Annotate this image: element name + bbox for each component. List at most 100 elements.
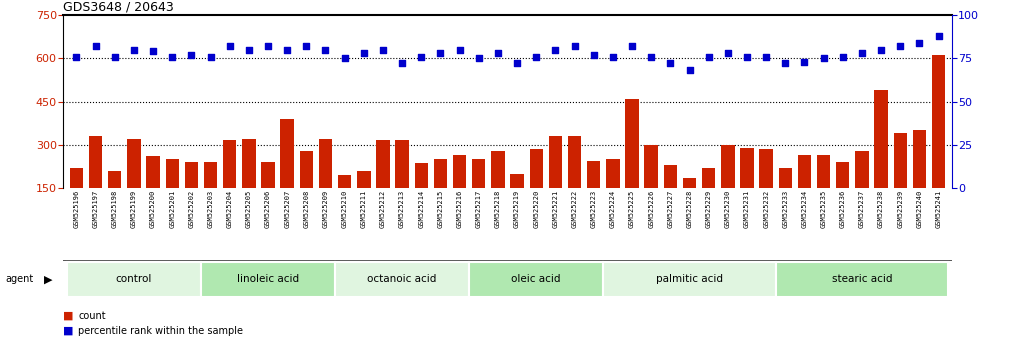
Bar: [567, 136, 582, 231]
Text: GSM525237: GSM525237: [859, 190, 864, 228]
Bar: [242, 139, 255, 231]
Bar: [70, 168, 83, 231]
Point: [892, 43, 908, 49]
Point: [605, 54, 621, 59]
Text: GSM525229: GSM525229: [706, 190, 712, 228]
Bar: [912, 130, 926, 231]
Point: [835, 54, 851, 59]
Bar: [894, 133, 907, 231]
Bar: [146, 156, 160, 231]
Text: GSM525196: GSM525196: [73, 190, 79, 228]
Text: octanoic acid: octanoic acid: [367, 274, 437, 285]
Bar: [376, 141, 390, 231]
Point: [356, 50, 372, 56]
Bar: [88, 136, 103, 231]
Point: [701, 54, 717, 59]
Point: [508, 61, 525, 66]
Text: GSM525231: GSM525231: [744, 190, 750, 228]
Text: GSM525217: GSM525217: [476, 190, 482, 228]
Point: [260, 43, 277, 49]
Bar: [223, 141, 236, 231]
Text: GSM525198: GSM525198: [112, 190, 118, 228]
Point: [68, 54, 84, 59]
Point: [816, 56, 832, 61]
Point: [566, 43, 583, 49]
Text: GSM525224: GSM525224: [610, 190, 616, 228]
Bar: [836, 162, 849, 231]
Point: [873, 47, 889, 52]
Text: GSM525216: GSM525216: [457, 190, 463, 228]
Bar: [203, 162, 218, 231]
Point: [317, 47, 334, 52]
Bar: [682, 178, 697, 231]
Text: GSM525213: GSM525213: [399, 190, 405, 228]
Bar: [740, 148, 754, 231]
FancyBboxPatch shape: [776, 262, 948, 297]
Text: GSM525199: GSM525199: [131, 190, 137, 228]
Bar: [817, 155, 830, 231]
Bar: [702, 168, 715, 231]
Point: [528, 54, 544, 59]
Point: [758, 54, 774, 59]
FancyBboxPatch shape: [469, 262, 603, 297]
Point: [490, 50, 506, 56]
Point: [854, 50, 871, 56]
Text: count: count: [78, 311, 106, 321]
Text: GSM525203: GSM525203: [207, 190, 214, 228]
Bar: [779, 168, 792, 231]
Point: [777, 61, 793, 66]
Text: GDS3648 / 20643: GDS3648 / 20643: [63, 0, 174, 13]
Text: percentile rank within the sample: percentile rank within the sample: [78, 326, 243, 336]
Text: GSM525200: GSM525200: [151, 190, 156, 228]
Text: GSM525197: GSM525197: [93, 190, 99, 228]
Point: [662, 61, 678, 66]
Bar: [855, 150, 869, 231]
Text: GSM525234: GSM525234: [801, 190, 807, 228]
Point: [394, 61, 410, 66]
Text: GSM525221: GSM525221: [552, 190, 558, 228]
Text: agent: agent: [5, 274, 34, 285]
Bar: [645, 145, 658, 231]
Bar: [453, 155, 467, 231]
Bar: [625, 99, 639, 231]
Text: GSM525208: GSM525208: [303, 190, 309, 228]
Text: GSM525222: GSM525222: [572, 190, 578, 228]
Bar: [300, 150, 313, 231]
Point: [107, 54, 123, 59]
Text: GSM525238: GSM525238: [878, 190, 884, 228]
Text: GSM525235: GSM525235: [821, 190, 827, 228]
Bar: [318, 139, 333, 231]
Text: GSM525206: GSM525206: [265, 190, 271, 228]
Text: ▶: ▶: [44, 274, 52, 285]
Point: [144, 48, 161, 54]
Bar: [108, 171, 121, 231]
Point: [375, 47, 392, 52]
Text: GSM525220: GSM525220: [533, 190, 539, 228]
Text: GSM525215: GSM525215: [437, 190, 443, 228]
Text: GSM525230: GSM525230: [725, 190, 731, 228]
Point: [413, 54, 429, 59]
Point: [202, 54, 219, 59]
Text: GSM525226: GSM525226: [648, 190, 654, 228]
Text: GSM525219: GSM525219: [514, 190, 520, 228]
Point: [547, 47, 563, 52]
Point: [471, 56, 487, 61]
Point: [126, 47, 142, 52]
Bar: [549, 136, 562, 231]
Bar: [415, 164, 428, 231]
Point: [720, 50, 736, 56]
Text: GSM525210: GSM525210: [342, 190, 348, 228]
Text: GSM525202: GSM525202: [188, 190, 194, 228]
Point: [279, 47, 295, 52]
Text: GSM525232: GSM525232: [763, 190, 769, 228]
Point: [164, 54, 180, 59]
FancyBboxPatch shape: [603, 262, 776, 297]
Text: GSM525223: GSM525223: [591, 190, 597, 228]
Bar: [797, 155, 812, 231]
Text: stearic acid: stearic acid: [832, 274, 892, 285]
Bar: [587, 161, 600, 231]
Point: [452, 47, 468, 52]
Bar: [166, 159, 179, 231]
Bar: [357, 171, 370, 231]
Text: GSM525227: GSM525227: [667, 190, 673, 228]
